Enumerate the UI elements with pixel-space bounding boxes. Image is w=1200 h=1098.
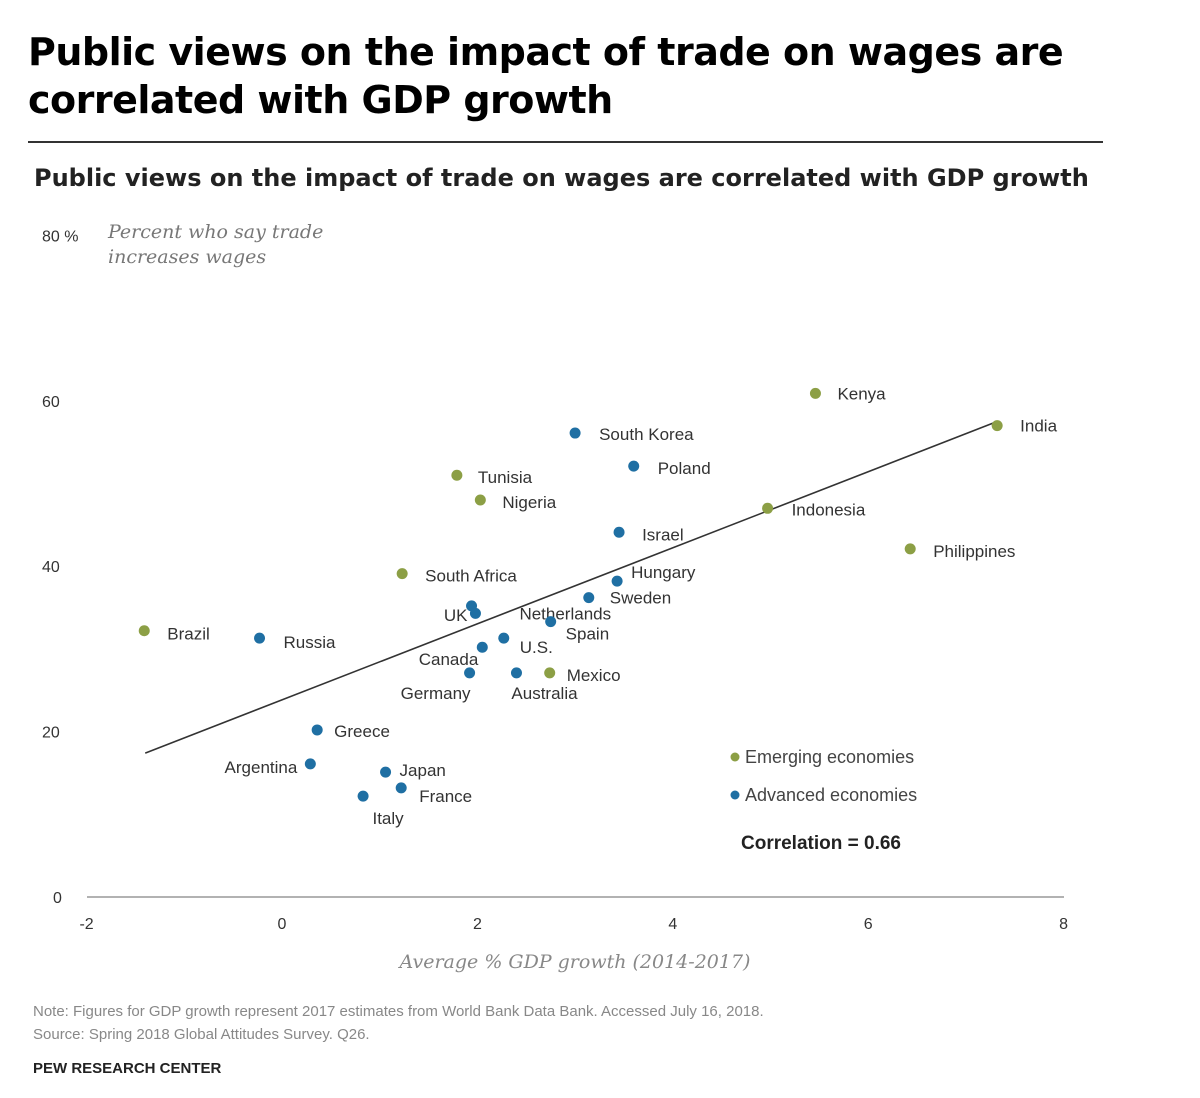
trend-line [144,421,996,754]
y-tick-label: 0 [53,890,62,907]
point-label: Germany [401,684,471,703]
point-label: Poland [658,459,711,478]
point-label: UK [444,606,468,625]
y-tick-label: 80 % [42,228,78,245]
page-title: Public views on the impact of trade on w… [28,30,1064,122]
data-point-tunisia [451,469,463,481]
point-label: Spain [566,625,609,644]
data-point-hungary [611,575,623,587]
point-label: Kenya [837,384,886,403]
data-point-india [991,420,1003,432]
point-label: Nigeria [502,493,556,512]
y-tick-label: 40 [42,559,60,576]
data-point-italy [357,790,369,802]
data-point-nigeria [474,494,486,506]
data-point-kenya [809,387,821,399]
point-label: Japan [400,761,446,780]
point-label: France [419,787,472,806]
data-point-greece [311,724,323,736]
x-axis-label: Average % GDP growth (2014-2017) [398,951,751,973]
point-label: Israel [642,525,684,544]
point-label: Brazil [167,625,210,644]
correlation-annotation: Correlation = 0.66 [741,833,901,854]
point-label: India [1020,417,1057,436]
point-label: Canada [419,650,479,669]
point-label: U.S. [520,638,553,657]
pew-credit: PEW RESEARCH CENTER [33,1060,222,1077]
data-point-south-africa [396,568,408,580]
legend-label: Advanced economies [745,785,917,805]
x-tick-label: 6 [864,916,873,933]
point-label: Philippines [933,542,1015,561]
point-label: Sweden [610,589,671,608]
data-point-netherlands [469,607,481,619]
data-point-russia [254,632,266,644]
y-tick-label: 20 [42,725,60,742]
data-point-france [395,782,407,794]
chart-source: Source: Spring 2018 Global Attitudes Sur… [33,1026,370,1043]
data-point-poland [628,460,640,472]
point-label: Argentina [225,758,298,777]
divider [28,141,1103,143]
data-point-brazil [138,625,150,637]
point-label: South Korea [599,425,694,444]
chart-note: Note: Figures for GDP growth represent 2… [33,1003,764,1020]
chart-title: Public views on the impact of trade on w… [34,164,1089,192]
x-tick-label: 4 [668,916,677,933]
data-point-philippines [904,543,916,555]
data-point-israel [613,526,625,538]
data-point-south-korea [569,427,581,439]
x-tick-label: 8 [1059,916,1068,933]
point-label: Tunisia [478,468,533,487]
y-axis-label: Percent who say trade [107,221,323,243]
legend-label: Emerging economies [745,747,914,767]
data-point-argentina [304,758,316,770]
legend-marker-emerging [730,752,740,762]
data-point-germany [464,667,476,679]
legend-marker-advanced [730,790,740,800]
data-point-canada [476,641,488,653]
point-label: Mexico [567,666,621,685]
data-point-u-s- [498,632,510,644]
data-point-australia [510,667,522,679]
point-label: South Africa [425,567,517,586]
data-point-indonesia [762,502,774,514]
x-tick-label: 2 [473,916,482,933]
point-label: Indonesia [792,500,866,519]
x-tick-label: 0 [278,916,287,933]
data-point-japan [380,766,392,778]
data-point-sweden [583,592,595,604]
x-tick-label: -2 [79,916,93,933]
point-label: Netherlands [519,604,611,623]
data-point-spain [545,616,557,628]
data-point-mexico [544,667,556,679]
point-label: Italy [372,809,404,828]
y-tick-label: 60 [42,394,60,411]
point-label: Australia [511,684,578,703]
point-label: Russia [284,633,337,652]
point-label: Hungary [631,563,696,582]
y-axis-label: increases wages [108,246,266,268]
point-label: Greece [334,722,390,741]
